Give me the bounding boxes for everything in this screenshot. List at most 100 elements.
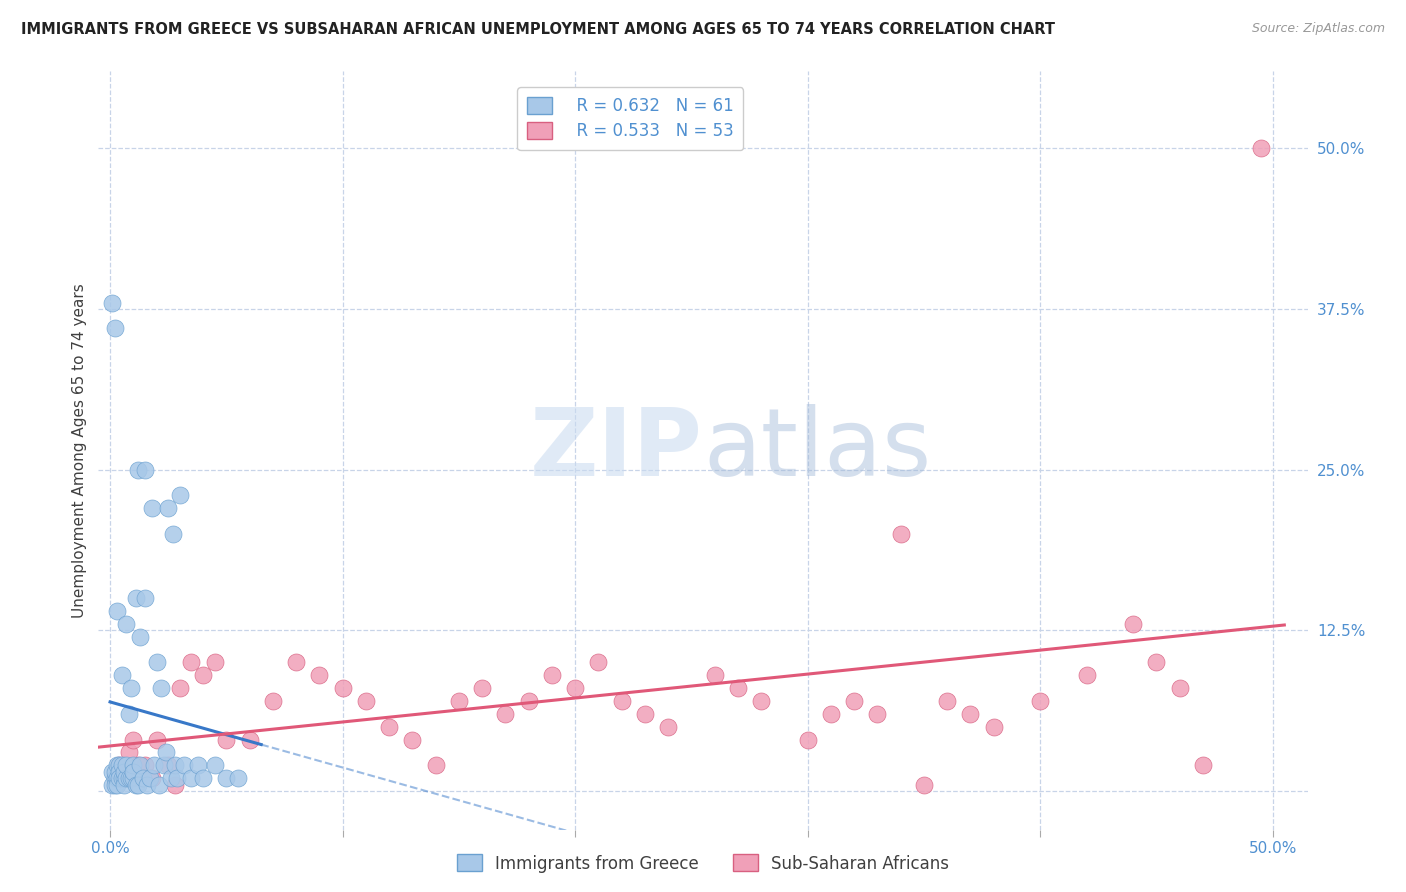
Point xyxy=(564,681,586,696)
Point xyxy=(703,668,725,682)
Point xyxy=(124,778,146,792)
Text: atlas: atlas xyxy=(703,404,931,497)
Point xyxy=(148,778,170,792)
Point xyxy=(101,764,124,779)
Point xyxy=(959,706,981,721)
Point xyxy=(634,706,657,721)
Point xyxy=(540,668,562,682)
Point xyxy=(983,720,1005,734)
Point xyxy=(122,732,145,747)
Point xyxy=(215,732,238,747)
Point xyxy=(105,758,128,772)
Point xyxy=(332,681,354,696)
Point xyxy=(166,771,188,785)
Point xyxy=(120,771,142,785)
Point xyxy=(105,604,128,618)
Point xyxy=(796,732,818,747)
Point xyxy=(165,778,187,792)
Point xyxy=(115,616,138,631)
Point xyxy=(191,668,214,682)
Point xyxy=(111,758,134,772)
Point xyxy=(127,778,149,792)
Point xyxy=(1168,681,1191,696)
Point xyxy=(180,656,202,670)
Point xyxy=(134,463,156,477)
Point xyxy=(204,656,226,670)
Point xyxy=(610,694,633,708)
Point xyxy=(105,778,128,792)
Point xyxy=(118,706,141,721)
Point xyxy=(169,681,191,696)
Point xyxy=(239,732,262,747)
Point xyxy=(517,694,540,708)
Point xyxy=(138,771,160,785)
Point xyxy=(215,771,238,785)
Point xyxy=(471,681,494,696)
Point xyxy=(112,778,135,792)
Point xyxy=(101,295,124,310)
Point xyxy=(104,771,127,785)
Point xyxy=(727,681,749,696)
Point xyxy=(108,771,131,785)
Point xyxy=(165,758,187,772)
Point xyxy=(1144,656,1167,670)
Point xyxy=(155,746,177,760)
Legend:   R = 0.632   N = 61,   R = 0.533   N = 53: R = 0.632 N = 61, R = 0.533 N = 53 xyxy=(517,87,744,150)
Point xyxy=(1029,694,1052,708)
Point xyxy=(136,778,159,792)
Point xyxy=(115,758,138,772)
Point xyxy=(108,758,131,772)
Point xyxy=(112,764,135,779)
Point xyxy=(104,764,127,779)
Point xyxy=(112,771,135,785)
Point xyxy=(866,706,889,721)
Point xyxy=(122,758,145,772)
Legend: Immigrants from Greece, Sub-Saharan Africans: Immigrants from Greece, Sub-Saharan Afri… xyxy=(450,847,956,880)
Point xyxy=(108,758,131,772)
Point xyxy=(162,527,184,541)
Point xyxy=(820,706,842,721)
Point xyxy=(124,591,146,606)
Point xyxy=(152,758,174,772)
Point xyxy=(122,771,145,785)
Point xyxy=(354,694,377,708)
Point xyxy=(226,771,249,785)
Point xyxy=(112,771,135,785)
Point xyxy=(118,771,141,785)
Point xyxy=(159,771,181,785)
Point xyxy=(122,764,145,779)
Point xyxy=(141,771,163,785)
Point xyxy=(115,771,138,785)
Point xyxy=(844,694,866,708)
Point xyxy=(108,764,131,779)
Point xyxy=(145,732,167,747)
Text: IMMIGRANTS FROM GREECE VS SUBSAHARAN AFRICAN UNEMPLOYMENT AMONG AGES 65 TO 74 YE: IMMIGRANTS FROM GREECE VS SUBSAHARAN AFR… xyxy=(21,22,1054,37)
Point xyxy=(118,746,141,760)
Point xyxy=(111,771,134,785)
Point xyxy=(204,758,226,772)
Point xyxy=(191,771,214,785)
Point xyxy=(131,771,153,785)
Point xyxy=(285,656,308,670)
Point xyxy=(1122,616,1144,631)
Point xyxy=(657,720,679,734)
Text: Source: ZipAtlas.com: Source: ZipAtlas.com xyxy=(1251,22,1385,36)
Point xyxy=(101,778,124,792)
Point xyxy=(157,501,180,516)
Point xyxy=(425,758,447,772)
Point xyxy=(936,694,959,708)
Point xyxy=(157,758,180,772)
Point xyxy=(180,771,202,785)
Point xyxy=(141,501,163,516)
Point xyxy=(890,527,912,541)
Point xyxy=(105,771,128,785)
Text: ZIP: ZIP xyxy=(530,404,703,497)
Point xyxy=(145,656,167,670)
Point xyxy=(912,778,935,792)
Point xyxy=(1250,141,1272,155)
Point xyxy=(127,758,149,772)
Point xyxy=(1076,668,1098,682)
Point xyxy=(104,321,127,335)
Y-axis label: Unemployment Among Ages 65 to 74 years: Unemployment Among Ages 65 to 74 years xyxy=(72,283,87,618)
Point xyxy=(111,668,134,682)
